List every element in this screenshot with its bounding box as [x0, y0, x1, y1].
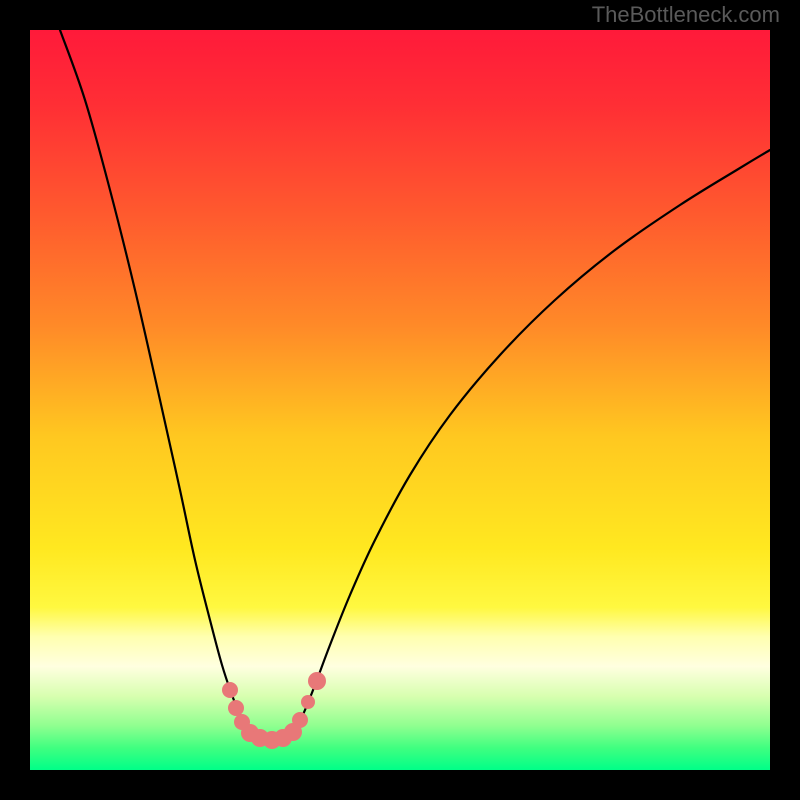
data-marker	[308, 672, 326, 690]
data-marker	[301, 695, 315, 709]
data-marker	[228, 700, 244, 716]
data-marker	[292, 712, 308, 728]
chart-container: TheBottleneck.com	[0, 0, 800, 800]
watermark-text: TheBottleneck.com	[592, 2, 780, 28]
gradient-background	[30, 30, 770, 770]
data-marker	[222, 682, 238, 698]
bottleneck-chart	[0, 0, 800, 800]
